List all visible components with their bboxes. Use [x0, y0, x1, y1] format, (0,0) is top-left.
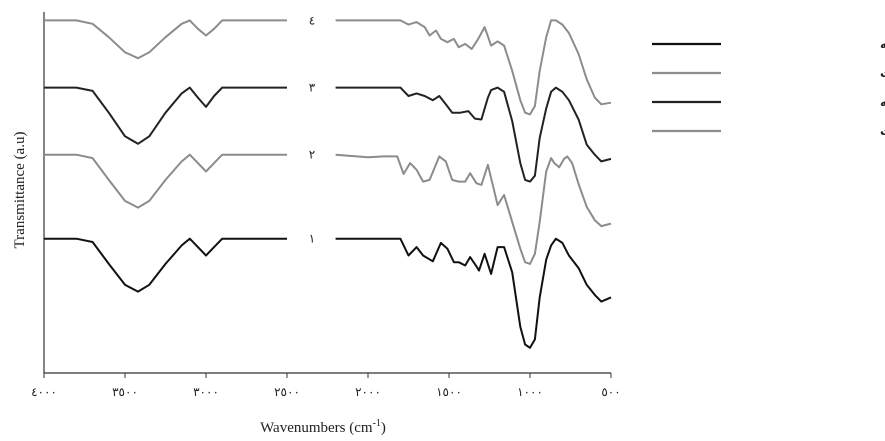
x-axis-label-sup: -1 — [373, 418, 381, 429]
x-tick-label: ٤٠٠٠ — [31, 385, 57, 399]
x-tick-label: ٣٥٠٠ — [112, 385, 138, 399]
curve-number-label: ١ — [309, 232, 315, 246]
x-ticks: ٤٠٠٠ ٣٥٠٠ ٣٠٠٠ ٢٥٠٠ ٢٠٠٠ ١٥٠٠ ١٠٠٠ ٥٠٠ — [31, 373, 621, 399]
x-tick-label: ٢٥٠٠ — [274, 385, 300, 399]
curve-labels: ١ ٢ ٣ ٤ — [309, 13, 316, 245]
legend-label: ٣ الیاف خمیر رنگبری شده ساقه — [880, 95, 885, 109]
x-tick-label: ١٠٠٠ — [517, 385, 543, 399]
axes — [43, 12, 611, 374]
series-line-4-left — [44, 19, 287, 60]
legend-label: ٤ الیاف خمیر رنگبری شده پوست — [880, 124, 885, 139]
x-axis-label: Wavenumbers (cm-1) — [260, 418, 386, 436]
series-line-4-right — [335, 19, 612, 116]
x-tick-label: ١٥٠٠ — [436, 385, 462, 399]
series-line-2-left — [44, 153, 287, 209]
x-tick-label: ٢٠٠٠ — [355, 385, 381, 399]
curve-number-label: ٤ — [309, 13, 315, 27]
x-axis-label-main: Wavenumbers (cm — [260, 420, 373, 436]
legend: ١ الیاف خام ساقه ٢ الیاف خام پوست ٣ الیاف … — [652, 37, 885, 139]
y-axis-label: Transmittance (a.u) — [12, 132, 28, 249]
series-line-2-right — [335, 153, 612, 265]
series-line-3-left — [44, 86, 287, 145]
x-tick-label: ٥٠٠ — [601, 385, 620, 399]
legend-label: ٢ الیاف خام پوست — [880, 66, 885, 81]
curve-number-label: ٣ — [309, 81, 316, 95]
series-line-1-right — [335, 237, 612, 349]
series-line-3-right — [335, 86, 612, 183]
curve-number-label: ٢ — [309, 148, 315, 162]
x-axis-label-end: ) — [381, 420, 386, 436]
spectra — [44, 19, 612, 349]
x-tick-label: ٣٠٠٠ — [193, 385, 219, 399]
legend-label: ١ الیاف خام ساقه — [880, 37, 885, 52]
series-line-1-left — [44, 237, 287, 293]
